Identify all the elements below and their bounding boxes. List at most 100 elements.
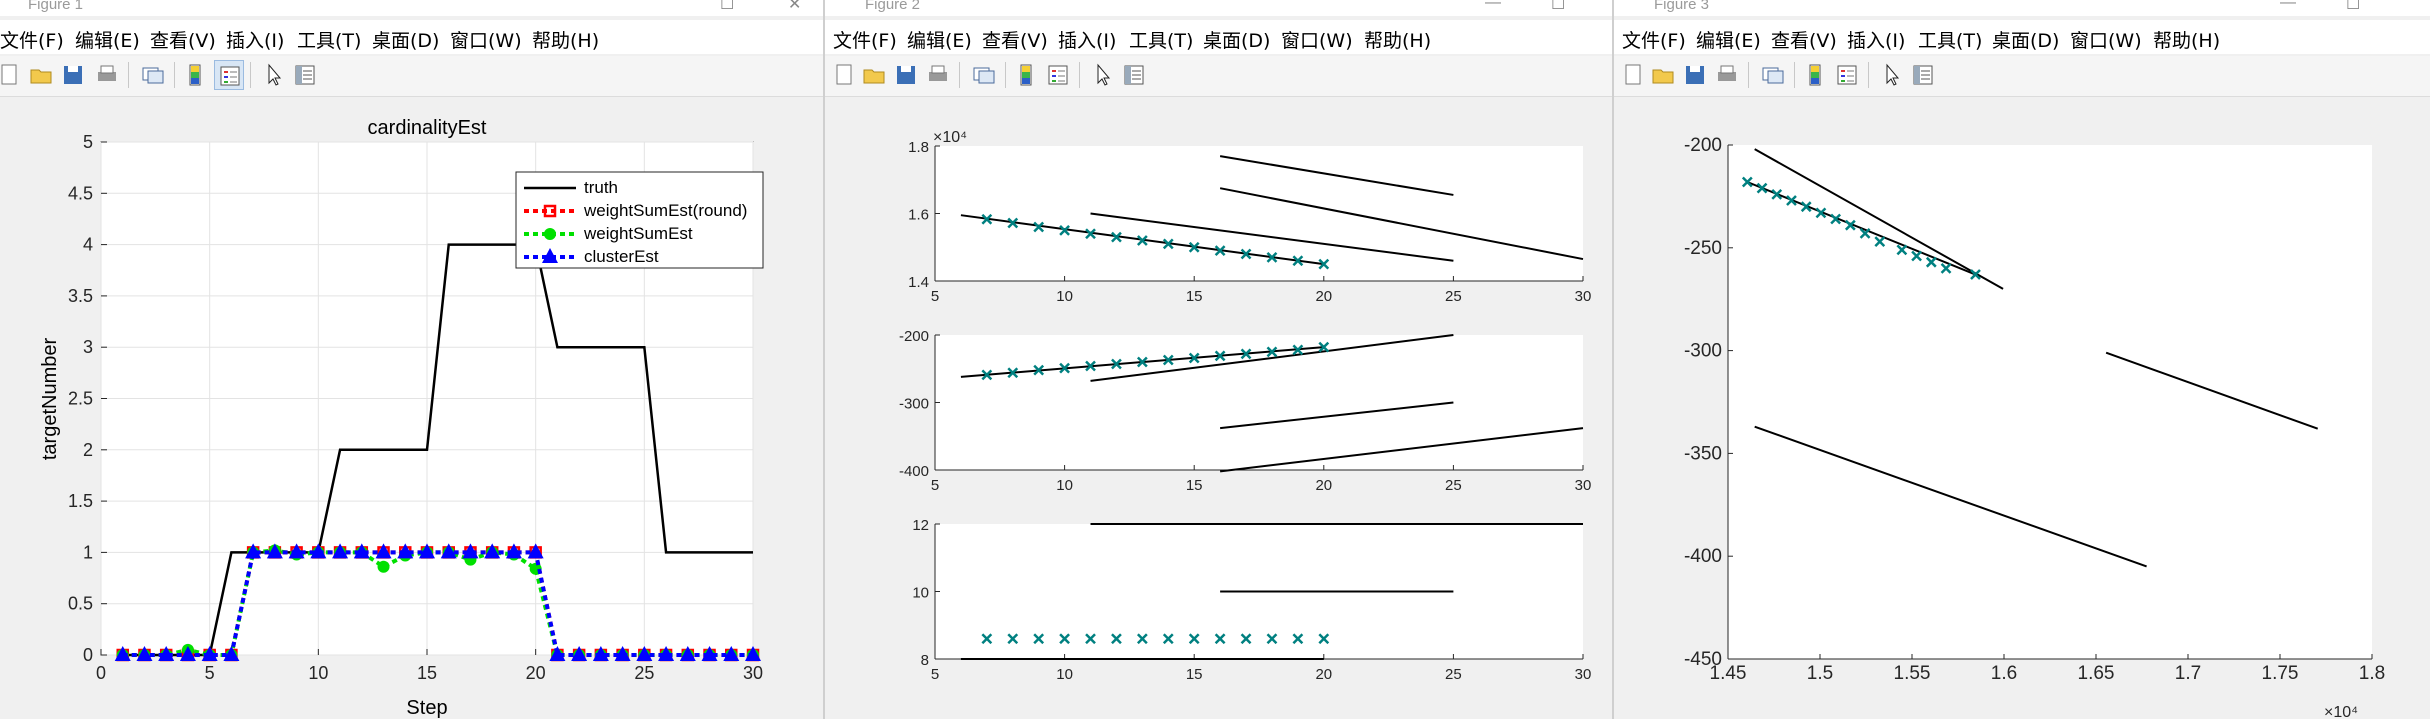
legend-marker xyxy=(543,204,557,218)
menu-desktop[interactable]: 桌面(D) xyxy=(1203,30,1271,52)
tick-label-x: 25 xyxy=(1445,477,1462,494)
maximize-icon[interactable]: ☐ xyxy=(720,0,735,13)
estimate-marker xyxy=(1292,344,1304,356)
new-file-icon[interactable] xyxy=(0,60,24,90)
trajectory-line xyxy=(1754,148,2004,290)
print-icon[interactable] xyxy=(92,60,122,90)
print-icon[interactable] xyxy=(1712,60,1742,90)
title-bar[interactable]: Figure 3 — ☐ xyxy=(1614,0,2430,16)
menu-view[interactable]: 查看(V) xyxy=(1771,30,1837,52)
link-figure-icon[interactable] xyxy=(1758,60,1788,90)
menu-file[interactable]: 文件(F) xyxy=(0,30,64,52)
estimate-marker xyxy=(1318,258,1330,270)
title-bar[interactable]: Figure 1 ☐ ✕ xyxy=(0,0,826,16)
series-clusterest-point xyxy=(375,543,392,559)
pointer-icon[interactable] xyxy=(1087,60,1117,90)
print-icon[interactable] xyxy=(923,60,953,90)
axes: 1.45 1.5 1.55 1.6 1.65 1.7 1.75 1.8 -450 -400 -350… xyxy=(1684,135,2385,684)
legend-icon[interactable] xyxy=(214,60,244,90)
menu-view[interactable]: 查看(V) xyxy=(982,30,1048,52)
new-file-icon[interactable] xyxy=(1618,60,1648,90)
menu-insert[interactable]: 插入(I) xyxy=(1058,30,1117,52)
estimate-marker xyxy=(1033,364,1045,376)
estimate-marker xyxy=(1292,255,1304,267)
estimate-marker xyxy=(1266,251,1278,263)
menu-insert[interactable]: 插入(I) xyxy=(226,30,285,52)
legend-label-weightsumest: weightSumEst xyxy=(583,224,693,243)
menu-window[interactable]: 窗口(W) xyxy=(2070,30,2142,52)
property-inspector-icon[interactable] xyxy=(1119,60,1149,90)
menu-edit[interactable]: 编辑(E) xyxy=(907,30,972,52)
pointer-icon[interactable] xyxy=(1876,60,1906,90)
menu-help[interactable]: 帮助(H) xyxy=(1364,30,1432,52)
menu-edit[interactable]: 编辑(E) xyxy=(1696,30,1761,52)
menu-help[interactable]: 帮助(H) xyxy=(532,30,600,52)
tick-label-y: 8 xyxy=(921,652,929,669)
legend-icon[interactable] xyxy=(1043,60,1073,90)
estimate-marker xyxy=(981,633,993,645)
menu-help[interactable]: 帮助(H) xyxy=(2153,30,2221,52)
axes-background xyxy=(1728,145,2372,659)
colorbar-icon[interactable] xyxy=(180,60,210,90)
estimate-marker xyxy=(1033,221,1045,233)
maximize-icon[interactable]: ☐ xyxy=(1551,0,1566,13)
menu-desktop[interactable]: 桌面(D) xyxy=(1992,30,2060,52)
link-figure-icon[interactable] xyxy=(969,60,999,90)
estimate-marker xyxy=(1033,633,1045,645)
trajectory-line xyxy=(1090,334,1454,382)
minimize-icon[interactable]: — xyxy=(1485,0,1501,11)
menu-window[interactable]: 窗口(W) xyxy=(450,30,522,52)
menu-insert[interactable]: 插入(I) xyxy=(1847,30,1906,52)
menu-edit[interactable]: 编辑(E) xyxy=(75,30,140,52)
tick-label-x: 1.5 xyxy=(1807,663,1833,684)
menu-tools[interactable]: 工具(T) xyxy=(297,30,362,52)
estimate-marker xyxy=(1771,188,1783,200)
save-icon[interactable] xyxy=(1680,60,1710,90)
pointer-icon[interactable] xyxy=(258,60,288,90)
legend[interactable]: truth weightSumEst(round) weightSumEst c… xyxy=(515,171,764,269)
colorbar-icon[interactable] xyxy=(1800,60,1830,90)
minimize-icon[interactable]: — xyxy=(2280,0,2296,11)
tick-label-y: 3.5 xyxy=(68,286,93,306)
tick-label-x: 15 xyxy=(417,663,437,683)
legend-label-weightsumest-round: weightSumEst(round) xyxy=(583,201,747,220)
series-clusterest-point xyxy=(484,543,501,559)
open-folder-icon[interactable] xyxy=(1648,60,1678,90)
title-bar[interactable]: Figure 2 — ☐ xyxy=(825,0,1615,16)
open-folder-icon[interactable] xyxy=(859,60,889,90)
maximize-icon[interactable]: ☐ xyxy=(2346,0,2361,13)
new-file-icon[interactable] xyxy=(829,60,859,90)
property-inspector-icon[interactable] xyxy=(1908,60,1938,90)
menu-file[interactable]: 文件(F) xyxy=(1622,30,1686,52)
link-figure-icon[interactable] xyxy=(138,60,168,90)
series-clusterest-point xyxy=(310,543,327,559)
menu-desktop[interactable]: 桌面(D) xyxy=(372,30,440,52)
estimate-marker xyxy=(1940,262,1952,274)
series-clusterest-point xyxy=(332,543,349,559)
estimate-marker xyxy=(1214,350,1226,362)
save-icon[interactable] xyxy=(891,60,921,90)
menu-window[interactable]: 窗口(W) xyxy=(1281,30,1353,52)
trajectory-line xyxy=(1219,155,1454,196)
estimate-marker xyxy=(1136,235,1148,246)
open-folder-icon[interactable] xyxy=(26,60,56,90)
tick-label-x: 1.8 xyxy=(2359,663,2385,684)
tick-label-y: -400 xyxy=(899,463,929,480)
tick-label-x: 5 xyxy=(931,477,939,494)
close-icon[interactable]: ✕ xyxy=(788,0,802,13)
legend-icon[interactable] xyxy=(1832,60,1862,90)
chart-title: cardinalityEst xyxy=(368,117,487,139)
menu-tools[interactable]: 工具(T) xyxy=(1918,30,1983,52)
menu-file[interactable]: 文件(F) xyxy=(833,30,897,52)
tick-label-y: 1.6 xyxy=(908,207,929,224)
estimate-marker xyxy=(1111,633,1122,645)
colorbar-icon[interactable] xyxy=(1011,60,1041,90)
menu-view[interactable]: 查看(V) xyxy=(150,30,216,52)
estimate-marker xyxy=(1188,352,1200,364)
estimate-marker xyxy=(1266,633,1278,645)
menu-tools[interactable]: 工具(T) xyxy=(1129,30,1194,52)
tick-label-x: 25 xyxy=(1445,666,1462,683)
save-icon[interactable] xyxy=(58,60,88,90)
property-inspector-icon[interactable] xyxy=(290,60,320,90)
tick-label-y: 1.8 xyxy=(908,139,929,156)
